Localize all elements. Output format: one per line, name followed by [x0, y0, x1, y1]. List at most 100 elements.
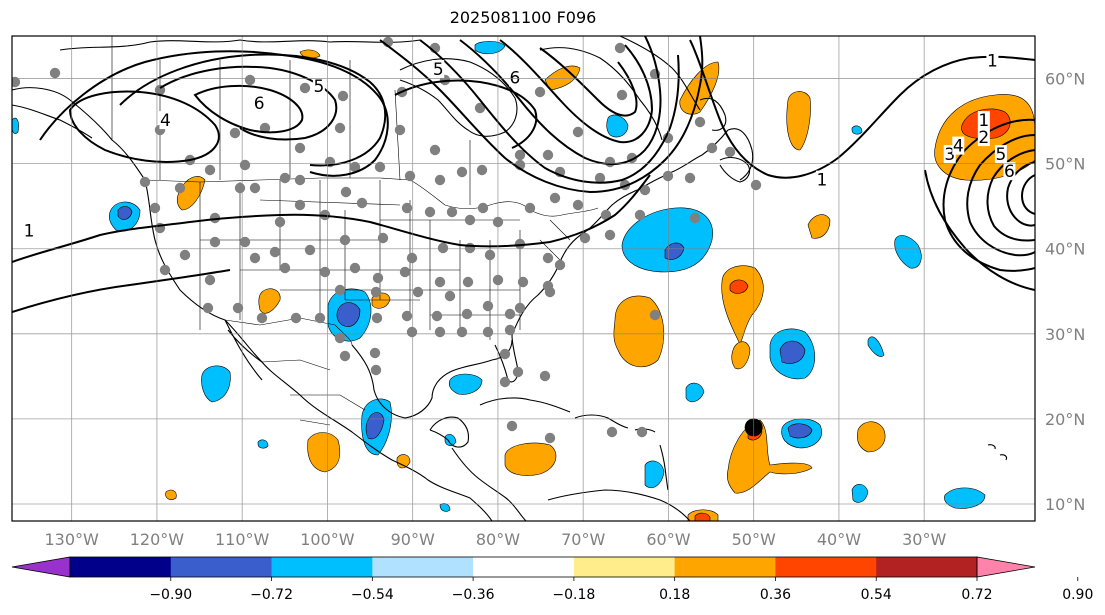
station-dot — [477, 202, 489, 214]
shade-blue-pacific — [201, 365, 231, 403]
contour-canada-low — [394, 79, 538, 149]
colorbar-tick-label: 0.72 — [961, 587, 992, 603]
contour-high-east-5 — [1020, 174, 1035, 215]
border-us-mexico — [224, 317, 353, 346]
station-dot — [649, 309, 661, 321]
station-dot — [604, 229, 616, 241]
station-dot — [294, 142, 306, 154]
contour-label-bg — [986, 51, 999, 70]
shade-darkblue-north-atlantic — [664, 242, 685, 260]
latitude-tick-labels: 60°N 50°N 40°N 30°N 20°N 10°N — [1045, 70, 1085, 514]
station-dot — [429, 144, 441, 156]
station-dot — [499, 376, 511, 388]
contour-label: 1 — [24, 222, 35, 242]
contour-label: 5 — [433, 60, 444, 80]
shade-orange-mexico-1 — [307, 432, 341, 473]
coast-hudson-bay — [399, 58, 518, 137]
station-dot — [149, 202, 161, 214]
station-dot — [370, 364, 382, 376]
station-dot — [294, 174, 306, 186]
colorbar-tick-labels: −0.90 −0.72 −0.54 −0.36 −0.18 0.18 0.36 0.54 0.7… — [149, 587, 1093, 603]
station-dot — [434, 276, 446, 288]
lon-tick-label: 110°W — [215, 530, 270, 549]
station-dot — [431, 310, 443, 322]
contour-label: 4 — [160, 111, 171, 131]
contour-trough-e — [539, 47, 638, 117]
coast-cuba — [479, 397, 571, 413]
contour-label-bg — [253, 94, 266, 113]
station-dot — [614, 42, 626, 54]
station-dot — [684, 172, 696, 184]
station-dot — [49, 67, 61, 79]
contour-label: 1 — [816, 171, 827, 191]
colorbar-tick-label: −0.18 — [552, 587, 595, 603]
lon-tick-label: 90°W — [391, 530, 435, 549]
station-dot — [724, 146, 736, 158]
colorbar-segment — [674, 557, 776, 577]
contour-trough-b — [419, 39, 680, 184]
station-dot — [636, 426, 648, 438]
lat-tick-label: 40°N — [1045, 240, 1085, 259]
station-dot — [249, 182, 261, 194]
contour-label-bg — [994, 145, 1007, 164]
coast-lesser-antilles — [659, 444, 669, 491]
colorbar-tick-label: 0.18 — [659, 587, 690, 603]
station-dot — [504, 308, 516, 320]
colorbar-segment — [573, 557, 676, 577]
coast-hispaniola — [574, 414, 629, 429]
station-dot — [339, 350, 351, 362]
station-dot — [401, 202, 413, 214]
shade-blue-bermuda — [685, 382, 705, 403]
contour-low-pacific — [68, 90, 220, 163]
colorbar-segment — [473, 557, 575, 577]
shade-orange-pacific — [165, 489, 177, 500]
station-dot — [209, 212, 221, 224]
station-dot — [484, 249, 496, 261]
contour-1-west — [12, 174, 651, 263]
station-dot — [694, 116, 706, 128]
station-dot — [514, 302, 526, 314]
coast-canada-east — [699, 97, 754, 181]
station-dot — [604, 156, 616, 168]
station-dot — [204, 164, 216, 176]
colorbar-tick-label: 0.36 — [760, 587, 791, 603]
station-dot — [634, 209, 646, 221]
station-dot — [534, 86, 546, 98]
contour-outer-southwest — [12, 269, 231, 313]
station-dot — [159, 264, 171, 276]
contour-ridge-3 — [193, 84, 304, 134]
colorbar-frame — [69, 556, 978, 578]
colorbar-segment — [170, 557, 273, 577]
station-dot — [371, 312, 383, 324]
contour-label: 3 — [944, 145, 955, 165]
station-dot — [639, 184, 651, 196]
contour-label: 1 — [978, 111, 989, 131]
colorbar-segment — [775, 557, 877, 577]
coastlines — [12, 36, 1008, 521]
colorbar-segment — [70, 557, 172, 577]
station-dot — [372, 272, 384, 284]
colorbar-extend-low — [11, 556, 71, 578]
lat-tick-label: 50°N — [1045, 155, 1085, 174]
graticule — [12, 36, 1035, 521]
station-dot — [340, 186, 352, 198]
station-dot — [269, 246, 281, 258]
shade-blue-alaska — [12, 117, 19, 134]
coast-central-america — [451, 447, 527, 521]
station-dot — [299, 82, 311, 94]
station-dot — [139, 176, 151, 188]
station-dot — [539, 370, 551, 382]
lon-tick-label: 100°W — [300, 530, 355, 549]
station-dot — [234, 182, 246, 194]
colorbar-segment — [372, 557, 474, 577]
station-dot — [12, 76, 21, 88]
station-dot — [662, 132, 674, 144]
shade-blue-greenland-sea — [894, 235, 922, 269]
station-dot — [579, 232, 591, 244]
shade-blue-gulf — [448, 373, 483, 395]
shade-orange-baja — [258, 288, 281, 314]
lon-tick-label: 70°W — [561, 530, 605, 549]
station-dot — [446, 206, 458, 218]
border-us-canada — [144, 177, 599, 217]
station-dot — [662, 170, 674, 182]
